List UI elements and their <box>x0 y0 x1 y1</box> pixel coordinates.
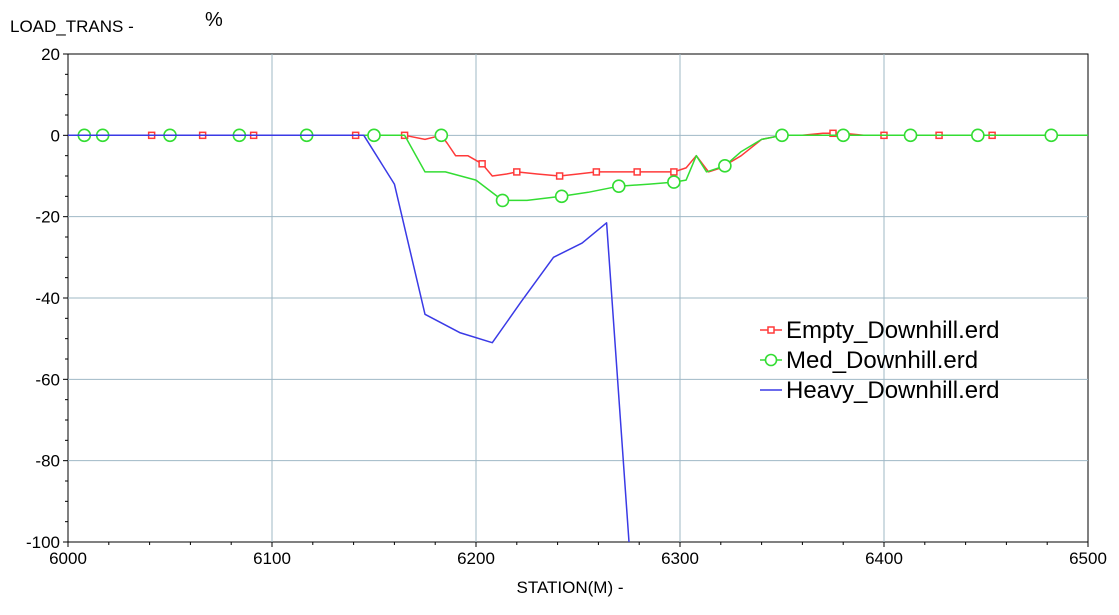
legend: Empty_Downhill.erd Med_Downhill.erd Heavy_… <box>760 317 999 404</box>
y-tick-label: -60 <box>35 370 60 389</box>
x-tick-label: 6400 <box>865 549 903 568</box>
series-marker <box>495 193 510 208</box>
series-marker <box>971 128 985 143</box>
series-marker <box>611 179 626 193</box>
series-marker <box>554 189 569 204</box>
series-marker <box>1044 128 1059 143</box>
y-tick-label: -100 <box>26 533 60 552</box>
y-tick-label: -80 <box>35 452 60 471</box>
series-marker <box>667 175 681 189</box>
y-axis-unit: % <box>205 9 223 31</box>
x-axis-title: STATION(M) - <box>516 578 623 597</box>
series-marker <box>829 129 837 138</box>
series-marker <box>775 128 789 143</box>
legend-swatch-marker <box>764 353 778 367</box>
legend-label: Empty_Downhill.erd <box>786 317 999 344</box>
legend-label: Heavy_Downhill.erd <box>786 377 999 404</box>
y-axis-name: LOAD_TRANS - <box>10 17 134 36</box>
series-marker <box>836 128 851 143</box>
series-layer <box>68 128 1088 543</box>
x-tick-label: 6500 <box>1069 549 1107 568</box>
x-tick-label: 6000 <box>49 549 87 568</box>
y-tick-label: -40 <box>35 289 60 308</box>
series-marker <box>633 168 641 176</box>
legend-label: Med_Downhill.erd <box>786 347 978 374</box>
y-tick-label: 20 <box>41 45 60 64</box>
series-marker <box>513 168 521 176</box>
y-tick-label: -20 <box>35 208 60 227</box>
series-line <box>68 134 630 543</box>
x-tick-label: 6300 <box>661 549 699 568</box>
series-marker <box>903 128 918 143</box>
series-marker <box>555 172 564 180</box>
x-tick-label: 6100 <box>253 549 291 568</box>
y-tick-label: 0 <box>51 126 60 145</box>
series-marker <box>367 128 381 143</box>
x-tick-label: 6200 <box>457 549 495 568</box>
series-marker <box>592 168 601 176</box>
series-marker <box>670 168 678 176</box>
series-marker <box>478 160 486 168</box>
series-marker <box>434 128 449 143</box>
series-marker <box>718 159 732 173</box>
axis-ticks: 6000 6100 6200 6300 6400 6500 20 0 -20 -40 -60 -80 -… <box>26 45 1107 568</box>
legend-swatch-marker <box>767 326 775 334</box>
